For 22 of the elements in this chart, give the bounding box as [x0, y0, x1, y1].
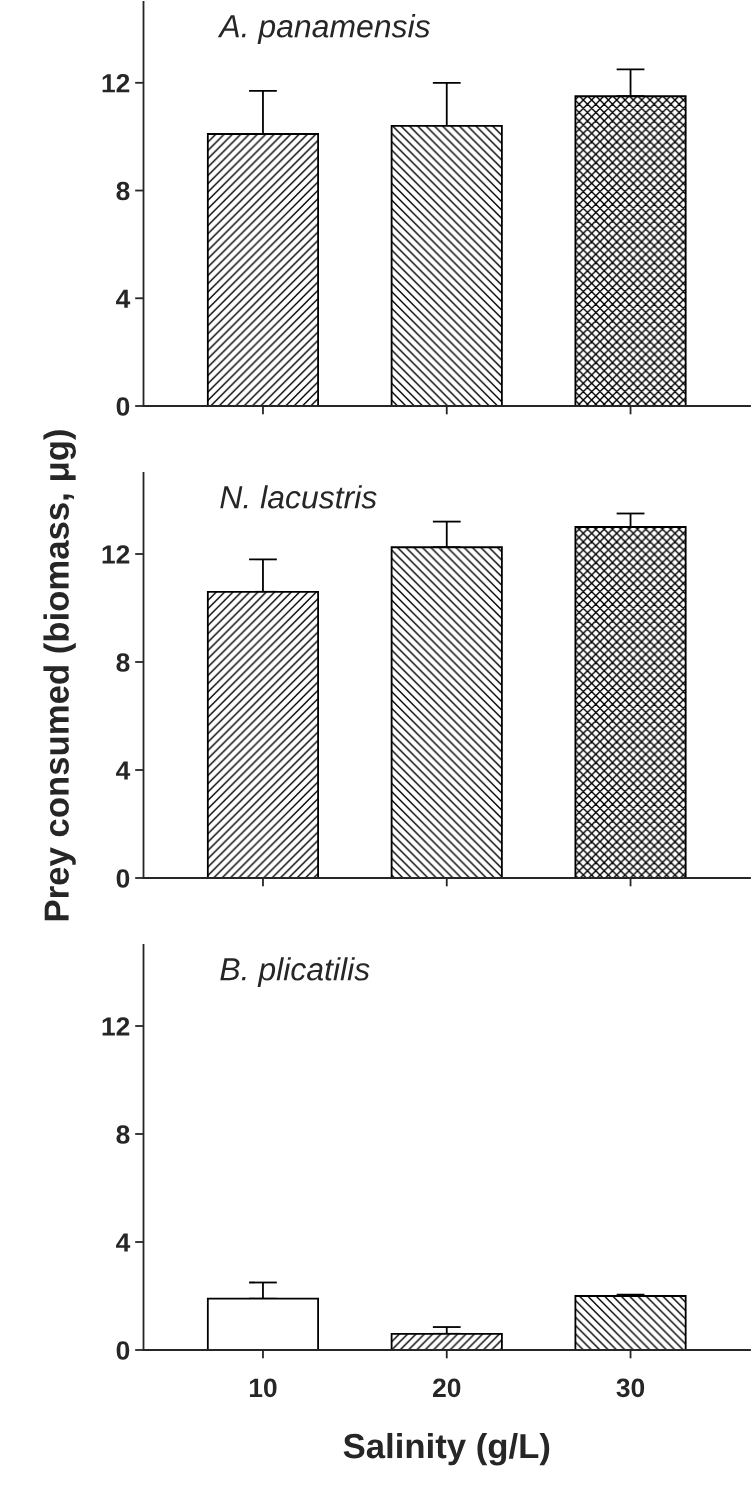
- y-tick-label: 0: [116, 1341, 130, 1360]
- x-tick-label: 20: [432, 1378, 461, 1398]
- x-axis-title: Salinity (g/L): [343, 1432, 550, 1466]
- y-tick-label: 12: [102, 1017, 130, 1036]
- y-tick-label: 4: [116, 1233, 131, 1252]
- y-tick-label: 8: [116, 1125, 130, 1144]
- y-tick-label: 4: [116, 761, 131, 780]
- x-tick-label: 10: [249, 1378, 277, 1398]
- chart-title: A. panamensis: [217, 14, 430, 44]
- y-tick-label: 8: [116, 653, 130, 672]
- x-tick-label: 30: [616, 1378, 645, 1398]
- y-tick-label: 8: [116, 181, 130, 201]
- bar: [390, 1332, 503, 1350]
- y-tick-label: 4: [116, 289, 131, 308]
- bar: [574, 1295, 687, 1350]
- chart-title: N. lacustris: [220, 485, 377, 509]
- y-axis-title: Prey consumed (biomass, μg): [43, 430, 76, 921]
- y-tick-label: 12: [102, 73, 130, 93]
- y-tick-label: 12: [102, 545, 130, 564]
- y-tick-label: 0: [116, 869, 130, 888]
- chart-title: B. plicatilis: [220, 957, 370, 987]
- y-tick-label: 0: [116, 397, 130, 416]
